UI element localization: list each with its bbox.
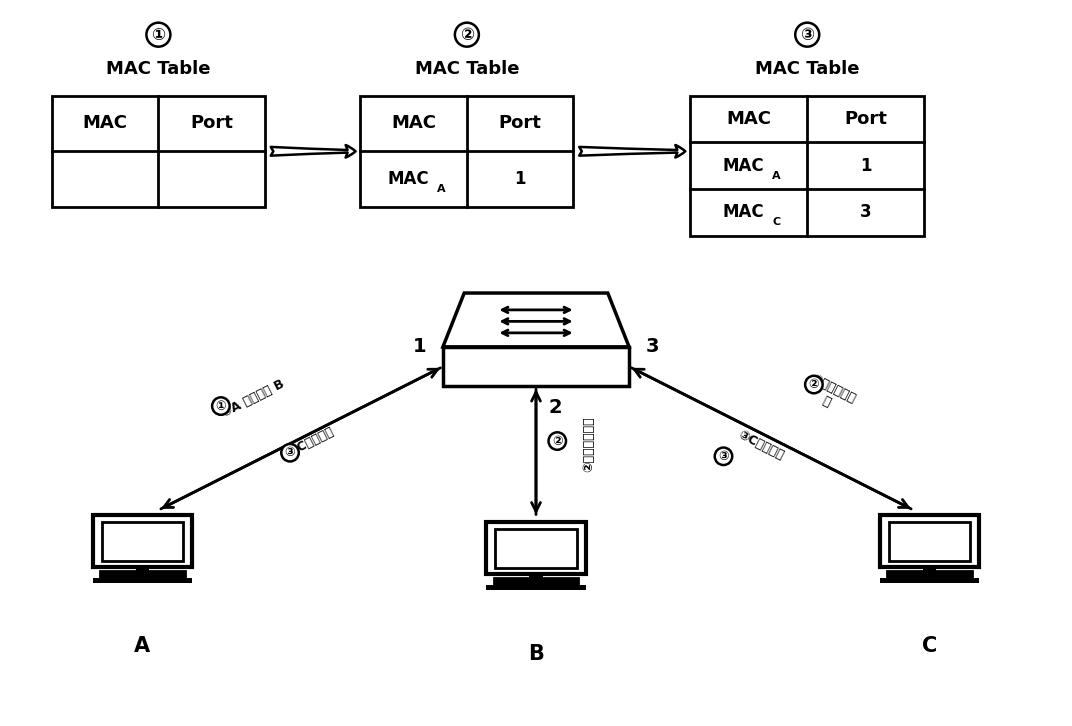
Text: MAC: MAC (83, 115, 128, 132)
Text: 3: 3 (860, 203, 872, 221)
Bar (360, 96, 574, 207)
Text: A: A (437, 184, 446, 194)
Text: MAC: MAC (391, 115, 436, 132)
Text: B: B (528, 644, 544, 664)
Text: ③C的应答帧: ③C的应答帧 (735, 428, 786, 462)
Text: C: C (922, 637, 937, 656)
Text: 1: 1 (515, 170, 525, 188)
Text: ①: ① (215, 399, 226, 412)
Bar (880, 578, 980, 583)
Text: ③: ③ (800, 25, 815, 44)
Bar (494, 579, 578, 585)
Text: MAC: MAC (723, 203, 764, 221)
Bar (690, 96, 924, 236)
Text: Port: Port (845, 110, 888, 128)
Text: 1: 1 (860, 157, 872, 175)
Text: ②: ② (460, 25, 474, 44)
Bar (53, 96, 265, 207)
Text: 3: 3 (645, 338, 659, 356)
Text: Port: Port (498, 115, 541, 132)
Bar (135, 567, 149, 571)
Text: MAC: MAC (388, 170, 429, 188)
Text: 1: 1 (413, 338, 427, 356)
Text: ③: ③ (285, 446, 296, 460)
Text: MAC: MAC (723, 157, 764, 175)
Bar (92, 515, 192, 567)
Text: ③C的应答帧: ③C的应答帧 (286, 425, 337, 459)
Bar (101, 571, 184, 578)
Text: MAC Table: MAC Table (106, 60, 211, 78)
Bar (888, 571, 971, 578)
Bar (102, 521, 183, 560)
Bar (487, 585, 585, 590)
Text: ②交换机泛洪帧: ②交换机泛洪帧 (583, 417, 596, 473)
Text: MAC Table: MAC Table (415, 60, 519, 78)
Bar (495, 529, 577, 568)
Text: ①A 发送帧给 B: ①A 发送帧给 B (220, 378, 286, 420)
Bar (530, 574, 542, 579)
Text: A: A (772, 171, 780, 181)
Bar (443, 347, 629, 386)
Bar (880, 515, 980, 567)
Text: ③: ③ (718, 450, 729, 462)
Text: 2: 2 (549, 399, 562, 417)
Text: A: A (134, 637, 150, 656)
Text: ②: ② (552, 435, 563, 447)
Bar (889, 521, 970, 560)
Bar (487, 523, 585, 574)
Text: MAC: MAC (726, 110, 771, 128)
Polygon shape (443, 293, 629, 347)
Text: ②: ② (808, 378, 819, 391)
Text: Port: Port (190, 115, 233, 132)
Bar (92, 578, 192, 583)
Text: ②交换机泛洪
帧: ②交换机泛洪 帧 (802, 372, 858, 419)
Text: MAC Table: MAC Table (755, 60, 860, 78)
Bar (923, 567, 937, 571)
Text: ①: ① (151, 25, 165, 44)
Text: C: C (772, 217, 780, 227)
